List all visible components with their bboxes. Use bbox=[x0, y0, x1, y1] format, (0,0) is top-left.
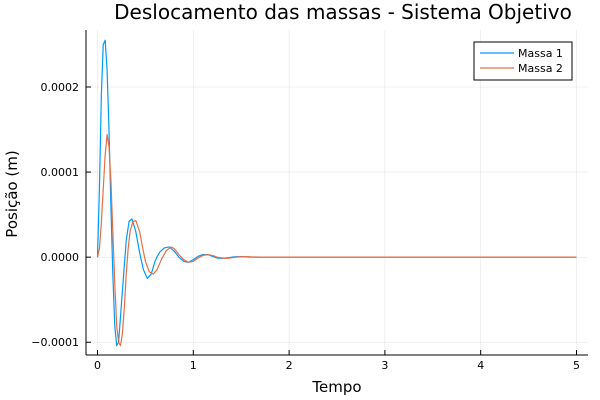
series-layer bbox=[96, 39, 577, 347]
y-tick-label: 0.0000 bbox=[41, 251, 80, 264]
series-line-massa-1 bbox=[96, 39, 577, 347]
x-tick-label: 2 bbox=[286, 359, 293, 372]
grid bbox=[86, 30, 588, 355]
axes bbox=[85, 30, 588, 356]
chart-title: Deslocamento das massas - Sistema Objeti… bbox=[114, 0, 572, 24]
legend: Massa 1 Massa 2 bbox=[473, 41, 573, 81]
x-tick-label: 5 bbox=[573, 359, 580, 372]
series-line-massa-2 bbox=[96, 134, 577, 347]
x-tick-label: 3 bbox=[381, 359, 388, 372]
x-tick-label: 4 bbox=[477, 359, 484, 372]
y-axis-label: Posição (m) bbox=[3, 150, 21, 237]
legend-box bbox=[473, 41, 573, 81]
x-tick-label: 1 bbox=[190, 359, 197, 372]
y-tick-label: 0.0001 bbox=[41, 166, 80, 179]
legend-label-massa-2: Massa 2 bbox=[518, 62, 563, 75]
y-tick-label: −0.0001 bbox=[31, 336, 79, 349]
y-tick-label: 0.0002 bbox=[41, 81, 80, 94]
x-tick-label: 0 bbox=[94, 359, 101, 372]
legend-label-massa-1: Massa 1 bbox=[518, 47, 563, 60]
ticks: 0 1 2 3 4 5 −0.0001 0.0000 0.0001 0.0002 bbox=[31, 81, 580, 372]
x-axis-label: Tempo bbox=[311, 378, 361, 396]
